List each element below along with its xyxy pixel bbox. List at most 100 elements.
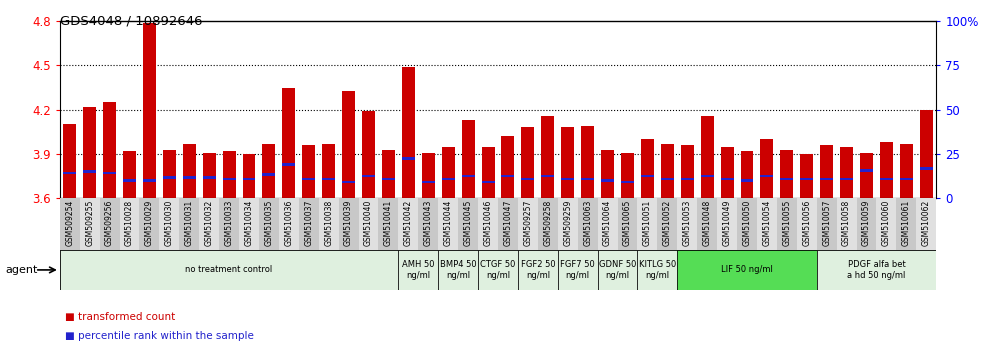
Bar [757, 198, 777, 250]
Bar [123, 179, 135, 182]
Bar [80, 21, 100, 198]
Bar [820, 145, 833, 198]
Bar [323, 178, 335, 181]
Bar [363, 111, 374, 198]
Text: GSM510058: GSM510058 [842, 200, 852, 246]
Bar [717, 21, 737, 198]
Text: GSM510061: GSM510061 [901, 200, 911, 246]
Text: GSM510034: GSM510034 [244, 200, 254, 246]
Bar [162, 149, 175, 198]
Bar [900, 144, 912, 198]
Text: GSM509259: GSM509259 [563, 200, 573, 246]
Bar [677, 250, 817, 290]
Text: GSM510030: GSM510030 [164, 200, 174, 246]
Bar [578, 21, 598, 198]
Text: GSM510046: GSM510046 [483, 200, 493, 246]
Bar [239, 21, 259, 198]
Bar [538, 21, 558, 198]
Bar [462, 120, 475, 198]
Text: GSM510047: GSM510047 [503, 200, 513, 246]
Bar [279, 198, 299, 250]
Bar [916, 198, 936, 250]
Bar [916, 21, 936, 198]
Bar [239, 198, 259, 250]
Text: GSM510063: GSM510063 [583, 200, 593, 246]
Bar [598, 250, 637, 290]
Bar [820, 178, 833, 181]
Bar [637, 250, 677, 290]
Bar [120, 198, 139, 250]
Bar [777, 198, 797, 250]
Bar [222, 151, 235, 198]
Text: GSM510038: GSM510038 [324, 200, 334, 246]
Bar [562, 178, 574, 181]
Bar [139, 21, 159, 198]
Bar [482, 147, 494, 198]
Bar [896, 198, 916, 250]
Bar [283, 163, 296, 166]
Text: GSM510048: GSM510048 [702, 200, 712, 246]
Bar [378, 21, 398, 198]
Bar [60, 250, 398, 290]
Bar [777, 21, 797, 198]
Bar [502, 136, 515, 198]
Text: GSM510031: GSM510031 [184, 200, 194, 246]
Bar [837, 198, 857, 250]
Bar [123, 151, 135, 198]
Text: GSM509257: GSM509257 [523, 200, 533, 246]
Bar [303, 145, 315, 198]
Text: PDGF alfa bet
a hd 50 ng/ml: PDGF alfa bet a hd 50 ng/ml [848, 260, 905, 280]
Bar [498, 198, 518, 250]
Bar [478, 250, 518, 290]
Bar [339, 198, 359, 250]
Text: LIF 50 ng/ml: LIF 50 ng/ml [721, 266, 773, 274]
Text: CTGF 50
ng/ml: CTGF 50 ng/ml [480, 260, 516, 280]
Text: agent: agent [5, 265, 38, 275]
Bar [857, 198, 876, 250]
Bar [162, 176, 175, 179]
Bar [63, 172, 76, 175]
Bar [522, 178, 534, 181]
Bar [841, 178, 853, 181]
Bar [243, 178, 255, 181]
Bar [661, 144, 673, 198]
Bar [441, 147, 454, 198]
Bar [697, 21, 717, 198]
Bar [920, 167, 932, 170]
Bar [876, 198, 896, 250]
Bar [562, 127, 574, 198]
Text: GSM510049: GSM510049 [722, 200, 732, 246]
Bar [641, 139, 653, 198]
Bar [319, 198, 339, 250]
Bar [661, 178, 673, 181]
Bar [598, 21, 618, 198]
Bar [701, 116, 714, 198]
Bar [558, 250, 598, 290]
Text: AMH 50
ng/ml: AMH 50 ng/ml [402, 260, 434, 280]
Bar [179, 21, 199, 198]
Bar [602, 149, 614, 198]
Bar [482, 181, 494, 183]
Bar [737, 198, 757, 250]
Bar [518, 250, 558, 290]
Bar [343, 91, 356, 198]
Bar [402, 157, 415, 160]
Bar [263, 144, 275, 198]
Bar [618, 198, 637, 250]
Text: GSM509254: GSM509254 [65, 200, 75, 246]
Bar [637, 198, 657, 250]
Bar [522, 127, 534, 198]
Text: GSM510033: GSM510033 [224, 200, 234, 246]
Text: GSM510042: GSM510042 [403, 200, 413, 246]
Bar [319, 21, 339, 198]
Bar [761, 139, 773, 198]
Bar [398, 250, 438, 290]
Bar [720, 178, 733, 181]
Text: GSM510040: GSM510040 [364, 200, 374, 246]
Bar [657, 198, 677, 250]
Text: GDS4048 / 10892646: GDS4048 / 10892646 [60, 14, 202, 27]
Bar [243, 154, 255, 198]
Text: GSM510065: GSM510065 [622, 200, 632, 246]
Bar [817, 198, 837, 250]
Bar [438, 21, 458, 198]
